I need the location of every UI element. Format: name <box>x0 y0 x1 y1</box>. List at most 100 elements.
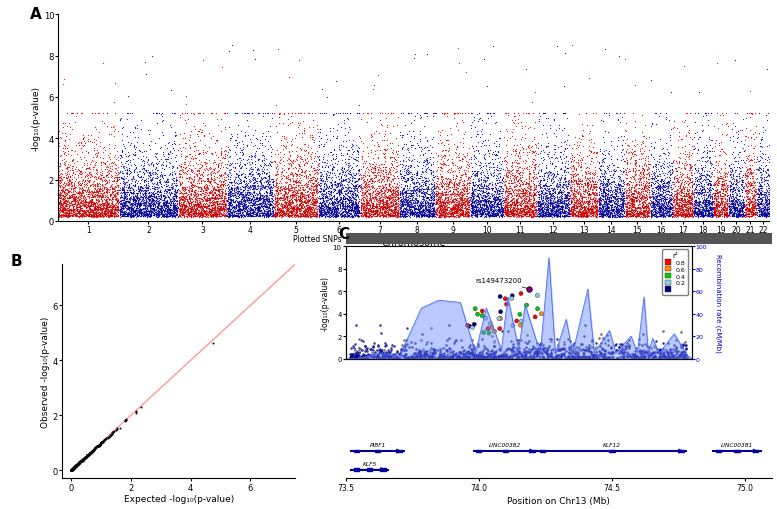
Point <box>190 191 202 200</box>
Point <box>501 213 514 221</box>
Point <box>671 199 683 207</box>
Point <box>521 179 533 187</box>
Point <box>148 211 160 219</box>
Point <box>583 353 595 361</box>
Point <box>496 184 508 192</box>
Point <box>82 138 94 146</box>
Point <box>184 143 197 151</box>
Point <box>518 196 531 205</box>
Text: C: C <box>338 227 349 241</box>
Point <box>462 200 474 208</box>
Point <box>346 190 358 198</box>
Point <box>218 201 231 209</box>
Point <box>167 201 179 209</box>
Point <box>354 346 367 354</box>
Point <box>577 127 589 135</box>
Point <box>611 201 624 209</box>
Point <box>692 190 704 198</box>
Point <box>326 205 339 213</box>
Point <box>97 189 110 197</box>
Point <box>452 195 465 203</box>
Point <box>478 142 490 150</box>
Point <box>264 141 277 149</box>
Point <box>57 179 70 187</box>
Point <box>546 202 559 210</box>
Point <box>752 193 765 202</box>
Point <box>206 182 218 190</box>
Text: LINC00382: LINC00382 <box>490 442 521 447</box>
Point <box>615 348 627 356</box>
Point <box>733 209 746 217</box>
Point <box>352 206 364 214</box>
Point <box>611 116 624 124</box>
Point <box>604 202 616 210</box>
Point <box>587 196 600 205</box>
Point <box>347 188 360 196</box>
Point <box>747 203 759 211</box>
Point <box>630 209 643 217</box>
Point <box>127 196 140 205</box>
Point <box>302 171 315 179</box>
Point <box>726 193 738 201</box>
Point <box>213 205 225 213</box>
Point <box>364 205 376 213</box>
Point <box>572 208 584 216</box>
Point <box>680 203 692 211</box>
Point <box>517 213 530 221</box>
Point <box>484 185 497 193</box>
Point <box>269 213 281 221</box>
Point <box>78 209 91 217</box>
Point <box>143 168 155 176</box>
Point <box>413 128 426 136</box>
Point <box>514 321 527 329</box>
Point <box>115 203 127 211</box>
Point <box>100 196 113 205</box>
Point <box>190 170 203 178</box>
Point <box>57 185 69 193</box>
Point <box>651 206 664 214</box>
Point <box>492 208 504 216</box>
Point <box>134 167 146 176</box>
Point <box>415 211 427 219</box>
Point <box>686 178 699 186</box>
Point <box>406 208 418 216</box>
Point <box>164 208 176 216</box>
Point <box>636 112 648 120</box>
Point <box>582 208 594 216</box>
Point <box>173 193 186 202</box>
Point <box>66 183 78 191</box>
Point <box>465 349 478 357</box>
Point <box>675 212 688 220</box>
Point <box>567 191 580 199</box>
Point <box>653 354 665 362</box>
Point <box>625 208 637 216</box>
Point <box>85 447 98 456</box>
Point <box>322 209 335 217</box>
Point <box>274 195 287 203</box>
Point <box>685 163 698 171</box>
Point <box>282 210 294 218</box>
Point <box>256 129 269 137</box>
Point <box>437 160 450 168</box>
Point <box>538 194 551 203</box>
Point <box>124 200 136 208</box>
Point <box>83 165 96 173</box>
Point <box>709 194 721 203</box>
Point <box>169 173 182 181</box>
Point <box>81 211 93 219</box>
Point <box>336 138 349 146</box>
Point <box>526 204 538 212</box>
Point <box>587 185 600 193</box>
Point <box>674 209 686 217</box>
Point <box>699 177 711 185</box>
Point <box>136 189 148 197</box>
Point <box>611 208 624 216</box>
Point <box>428 195 441 204</box>
Point <box>137 200 149 208</box>
Point <box>171 192 183 201</box>
Point <box>679 212 692 220</box>
Point <box>468 200 480 208</box>
Point <box>750 210 762 218</box>
Point <box>127 197 139 205</box>
Text: rs149473200: rs149473200 <box>476 278 527 289</box>
